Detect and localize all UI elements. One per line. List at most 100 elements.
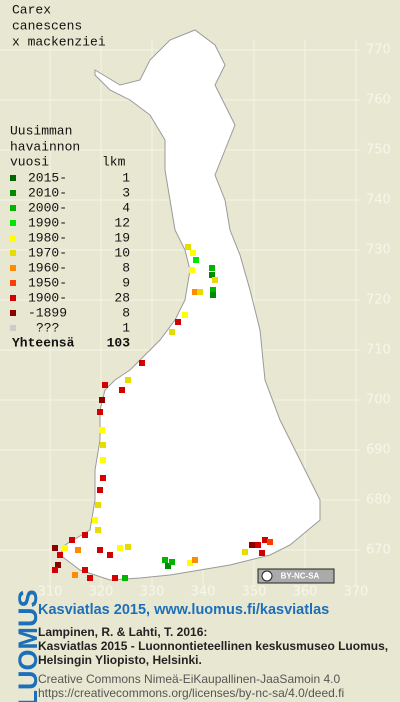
brand: LUOMUS: [13, 590, 43, 702]
y-grid-label: 770: [366, 43, 391, 58]
observation-square: [182, 312, 188, 318]
x-grid-label: 330: [140, 585, 165, 600]
legend-swatch: [10, 310, 16, 316]
badge-text: BY-NC-SA: [281, 572, 320, 581]
legend-total: 103: [107, 335, 131, 350]
license-url[interactable]: https://creativecommons.org/licenses/by-…: [38, 686, 344, 700]
y-grid-label: 730: [366, 243, 391, 258]
legend-swatch: [10, 325, 16, 331]
legend-count: 8: [122, 260, 130, 275]
legend-label: 1970-: [28, 245, 67, 260]
legend-swatch: [10, 280, 16, 286]
observation-square: [162, 557, 168, 563]
legend-col-count: lkm: [102, 154, 126, 169]
observation-square: [212, 277, 218, 283]
observation-square: [242, 549, 248, 555]
citation: Kasviatlas 2015 - Luonnontieteellinen ke…: [38, 639, 388, 653]
title-line: canescens: [12, 18, 82, 33]
observation-square: [52, 545, 58, 551]
badge-box: [257, 568, 335, 584]
observation-square: [249, 542, 255, 548]
observation-square: [255, 542, 261, 548]
observation-square: [209, 272, 215, 278]
observation-square: [193, 257, 199, 263]
observation-square: [99, 397, 105, 403]
observation-square: [69, 537, 75, 543]
observation-square: [125, 377, 131, 383]
observation-square: [82, 567, 88, 573]
legend-swatch: [10, 265, 16, 271]
license-badge: BY-NC-SA: [257, 568, 335, 584]
observation-square: [169, 559, 175, 565]
legend-swatch: [10, 250, 16, 256]
observation-square: [125, 544, 131, 550]
observation-square: [119, 387, 125, 393]
observation-square: [62, 545, 68, 551]
x-grid-label: 360: [293, 585, 318, 600]
observation-square: [97, 409, 103, 415]
observation-square: [100, 457, 106, 463]
observation-square: [175, 319, 181, 325]
citation: Helsingin Yliopisto, Helsinki.: [38, 653, 202, 667]
observation-square: [117, 545, 123, 551]
legend-label: 1950-: [28, 275, 67, 290]
legend-label: 2000-: [28, 200, 67, 215]
legend-swatch: [10, 190, 16, 196]
observation-square: [100, 442, 106, 448]
observation-square: [169, 329, 175, 335]
observation-square: [72, 572, 78, 578]
observation-square: [95, 527, 101, 533]
observation-square: [209, 265, 215, 271]
legend-count: 8: [122, 305, 130, 320]
y-grid-label: 700: [366, 393, 391, 408]
observation-square: [82, 532, 88, 538]
title-line: Carex: [12, 2, 51, 17]
observation-square: [92, 517, 98, 523]
legend-swatch: [10, 205, 16, 211]
x-grid-label: 320: [89, 585, 114, 600]
footer-link[interactable]: Kasviatlas 2015, www.luomus.fi/kasviatla…: [38, 602, 329, 618]
legend-count: 1: [122, 170, 130, 185]
observation-square: [97, 487, 103, 493]
legend-count: 10: [114, 245, 130, 260]
legend-swatch: [10, 295, 16, 301]
observation-square: [262, 537, 268, 543]
y-grid-label: 670: [366, 543, 391, 558]
observation-square: [165, 563, 171, 569]
observation-square: [99, 427, 105, 433]
legend-label: -1899: [28, 305, 67, 320]
legend-count: 4: [122, 200, 130, 215]
y-grid-label: 690: [366, 443, 391, 458]
map-outline: [59, 29, 321, 581]
y-grid-label: 740: [366, 193, 391, 208]
legend-swatch: [10, 175, 16, 181]
x-grid-label: 310: [38, 585, 63, 600]
legend-heading: Uusimman: [10, 123, 72, 138]
observation-square: [97, 547, 103, 553]
observation-square: [100, 475, 106, 481]
citation: Lampinen, R. & Lahti, T. 2016:: [38, 625, 207, 639]
observation-square: [139, 360, 145, 366]
observation-square: [102, 382, 108, 388]
x-grid-label: 340: [191, 585, 216, 600]
legend-label: 2015-: [28, 170, 67, 185]
observation-square: [187, 560, 193, 566]
legend-total-label: Yhteensä: [12, 335, 75, 350]
observation-square: [52, 567, 58, 573]
legend-label: ???: [36, 320, 59, 335]
legend-count: 28: [114, 290, 130, 305]
legend-label: 1900-: [28, 290, 67, 305]
legend-swatch: [10, 235, 16, 241]
observation-square: [190, 250, 196, 256]
observation-square: [197, 289, 203, 295]
observation-square: [185, 244, 191, 250]
observation-square: [192, 289, 198, 295]
y-grid-label: 750: [366, 143, 391, 158]
observation-square: [210, 287, 216, 293]
y-grid-label: 710: [366, 343, 391, 358]
observation-square: [192, 557, 198, 563]
legend-label: 1990-: [28, 215, 67, 230]
observation-square: [75, 547, 81, 553]
legend-count: 1: [122, 320, 130, 335]
